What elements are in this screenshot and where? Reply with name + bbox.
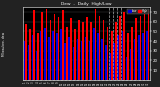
Bar	[130, 49, 131, 80]
Bar	[36, 51, 37, 80]
Bar	[58, 17, 60, 80]
Bar	[113, 43, 115, 80]
Bar	[32, 35, 33, 80]
Legend: Low, High: Low, High	[127, 9, 149, 14]
Bar	[142, 33, 144, 80]
Bar	[134, 39, 135, 80]
Bar	[77, 39, 78, 80]
Bar	[29, 29, 31, 80]
Bar	[109, 53, 111, 80]
Bar	[68, 37, 70, 80]
Bar	[86, 17, 88, 80]
Bar	[91, 22, 92, 80]
Bar	[122, 31, 123, 80]
Bar	[54, 14, 55, 80]
Bar	[131, 27, 133, 80]
Bar	[111, 31, 112, 80]
Bar	[52, 31, 54, 80]
Bar	[41, 12, 43, 80]
Bar	[126, 57, 127, 80]
Bar	[135, 18, 137, 80]
Bar	[95, 9, 96, 80]
Bar	[97, 33, 99, 80]
Bar	[25, 24, 27, 80]
Bar	[99, 16, 100, 80]
Bar	[93, 27, 95, 80]
Bar	[46, 9, 47, 80]
Bar	[72, 47, 74, 80]
Bar	[40, 31, 41, 80]
Bar	[28, 45, 29, 80]
Bar	[85, 37, 86, 80]
Bar	[127, 33, 129, 80]
Bar	[62, 10, 64, 80]
Bar	[50, 20, 51, 80]
Bar	[140, 16, 141, 80]
Bar	[60, 29, 62, 80]
Bar	[144, 14, 145, 80]
Bar	[82, 22, 84, 80]
Text: Milwaukee, dew: Milwaukee, dew	[2, 31, 6, 56]
Bar	[78, 20, 80, 80]
Bar	[123, 12, 125, 80]
Bar	[107, 27, 108, 80]
Bar	[33, 10, 35, 80]
Bar	[56, 33, 58, 80]
Bar	[138, 35, 140, 80]
Bar	[103, 20, 104, 80]
Bar	[115, 22, 117, 80]
Bar	[148, 10, 149, 80]
Bar	[74, 29, 76, 80]
Bar	[48, 37, 50, 80]
Bar	[24, 41, 25, 80]
Bar	[37, 33, 39, 80]
Bar	[105, 45, 107, 80]
Bar	[101, 39, 103, 80]
Bar	[146, 31, 148, 80]
Bar	[89, 41, 91, 80]
Title: Dew  -  Daily  High/Low: Dew - Daily High/Low	[61, 2, 112, 6]
Bar	[44, 27, 46, 80]
Bar	[117, 35, 119, 80]
Bar	[64, 43, 66, 80]
Bar	[81, 41, 82, 80]
Bar	[66, 27, 68, 80]
Bar	[70, 18, 72, 80]
Bar	[119, 16, 121, 80]
